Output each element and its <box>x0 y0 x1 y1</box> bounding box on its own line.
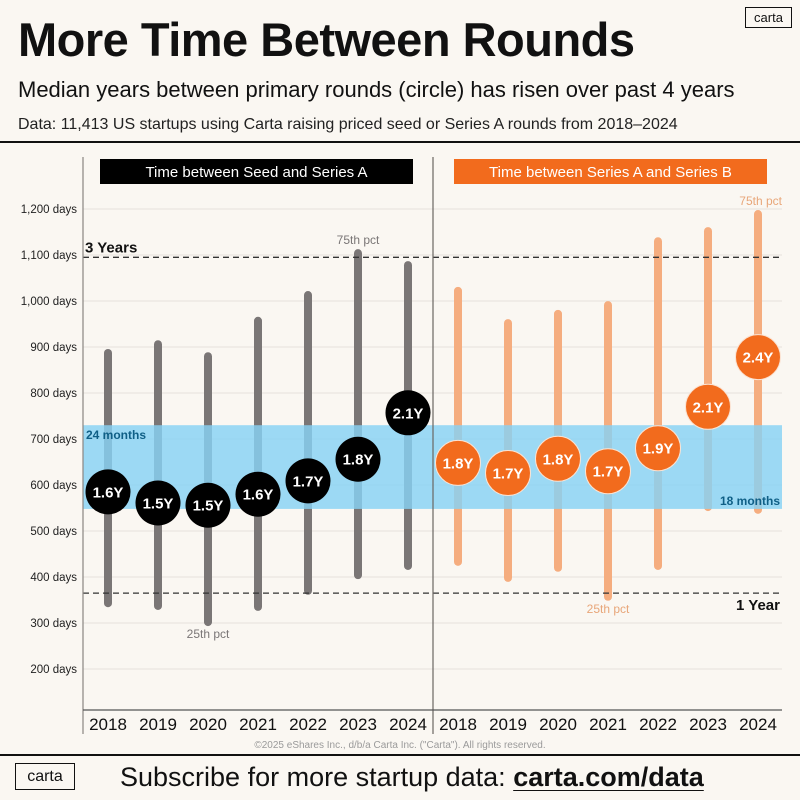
median-label: 1.9Y <box>643 441 674 458</box>
x-tick-label: 2024 <box>739 715 777 734</box>
y-tick-label: 1,000 days <box>21 296 78 308</box>
median-dot <box>735 334 781 381</box>
median-label: 1.8Y <box>443 455 474 472</box>
median-dot <box>435 439 481 486</box>
panel-header-bg <box>100 159 413 184</box>
median-label: 1.8Y <box>343 452 374 469</box>
median-label: 1.8Y <box>543 451 574 468</box>
median-dot <box>535 435 581 482</box>
x-tick-label: 2023 <box>339 715 377 734</box>
annotations: 75th pct 25th pct 75th pct 25th pct <box>187 194 783 641</box>
median-dot <box>135 480 181 526</box>
panel-title: Time between Series A and Series B <box>489 164 732 181</box>
median-dot <box>335 436 381 482</box>
x-tick-label: 2020 <box>539 715 577 734</box>
carta-logo-top: carta <box>745 7 792 28</box>
data-note: Data: 11,413 US startups using Carta rai… <box>18 116 678 133</box>
band-top-label: 24 months <box>86 428 146 442</box>
panel-title: Time between Seed and Series A <box>145 164 367 181</box>
reference-lines: 3 Years 1 Year <box>83 239 782 614</box>
y-tick-label: 600 days <box>30 480 77 492</box>
reference-label: 3 Years <box>85 239 137 256</box>
median-label: 1.5Y <box>143 495 174 512</box>
median-dot <box>385 390 431 436</box>
header-divider <box>0 141 800 143</box>
copyright: ©2025 eShares Inc., d/b/a Carta Inc. ("C… <box>254 740 546 751</box>
reference-label: 1 Year <box>736 597 780 614</box>
median-dots: 1.6Y 1.5Y 1.5Y 1.6Y 1.7Y 1.8Y 2.1Y 1.8Y 1.7Y 1.8Y… <box>85 334 781 528</box>
median-label: 1.7Y <box>493 466 524 483</box>
median-label: 1.5Y <box>193 498 224 515</box>
median-dot <box>485 450 531 497</box>
carta-logo-bottom: carta <box>15 763 75 790</box>
percentile-label: 75th pct <box>337 233 380 247</box>
median-label: 2.1Y <box>393 405 424 422</box>
median-dot <box>85 469 131 515</box>
median-label: 1.6Y <box>93 484 124 501</box>
y-tick-label: 200 days <box>30 664 77 676</box>
x-tick-label: 2024 <box>389 715 427 734</box>
median-dot <box>635 425 681 472</box>
subscribe-text: Subscribe for more startup data: <box>120 762 514 792</box>
y-tick-label: 1,100 days <box>21 250 78 262</box>
median-dot <box>585 448 631 495</box>
median-label: 1.7Y <box>593 464 624 481</box>
median-dot <box>685 383 731 430</box>
median-label: 1.7Y <box>293 473 324 490</box>
percentile-label: 75th pct <box>739 194 782 208</box>
y-tick-label: 300 days <box>30 618 77 630</box>
x-tick-label: 2021 <box>239 715 277 734</box>
panel-header-bg <box>454 159 767 184</box>
x-tick-label: 2020 <box>189 715 227 734</box>
x-tick-label: 2018 <box>89 715 127 734</box>
band-bottom-label: 18 months <box>720 494 780 508</box>
footer-divider <box>0 754 800 756</box>
x-tick-label: 2019 <box>139 715 177 734</box>
percentile-label: 25th pct <box>587 602 630 616</box>
y-tick-label: 800 days <box>30 388 77 400</box>
subscribe-cta: Subscribe for more startup data: carta.c… <box>120 760 704 794</box>
y-tick-label: 1,200 days <box>21 204 78 216</box>
percentile-label: 25th pct <box>187 627 230 641</box>
x-tick-label: 2019 <box>489 715 527 734</box>
x-tick-label: 2022 <box>639 715 677 734</box>
page-title: More Time Between Rounds <box>18 13 635 66</box>
axes <box>82 157 782 734</box>
page-subtitle: Median years between primary rounds (cir… <box>18 77 735 102</box>
x-tick-label: 2023 <box>689 715 727 734</box>
subscribe-link[interactable]: carta.com/data <box>513 762 704 792</box>
x-axis-ticks: 2018 2019 2020 2021 2022 2023 2024 2018 2019 2020… <box>89 715 777 734</box>
x-tick-label: 2022 <box>289 715 327 734</box>
y-tick-label: 900 days <box>30 342 77 354</box>
y-tick-label: 500 days <box>30 526 77 538</box>
median-dot <box>285 458 331 504</box>
median-label: 2.1Y <box>693 399 724 416</box>
panel-headers: Time between Seed and Series A Time betwe… <box>100 159 767 184</box>
y-tick-label: 700 days <box>30 434 77 446</box>
y-axis-ticks: 200 days 300 days 400 days 500 days 600 days… <box>21 204 78 676</box>
median-dot <box>185 482 231 528</box>
median-label: 1.6Y <box>243 487 274 504</box>
y-tick-label: 400 days <box>30 572 77 584</box>
x-tick-label: 2021 <box>589 715 627 734</box>
median-label: 2.4Y <box>743 350 774 367</box>
x-tick-label: 2018 <box>439 715 477 734</box>
median-dot <box>235 471 281 517</box>
